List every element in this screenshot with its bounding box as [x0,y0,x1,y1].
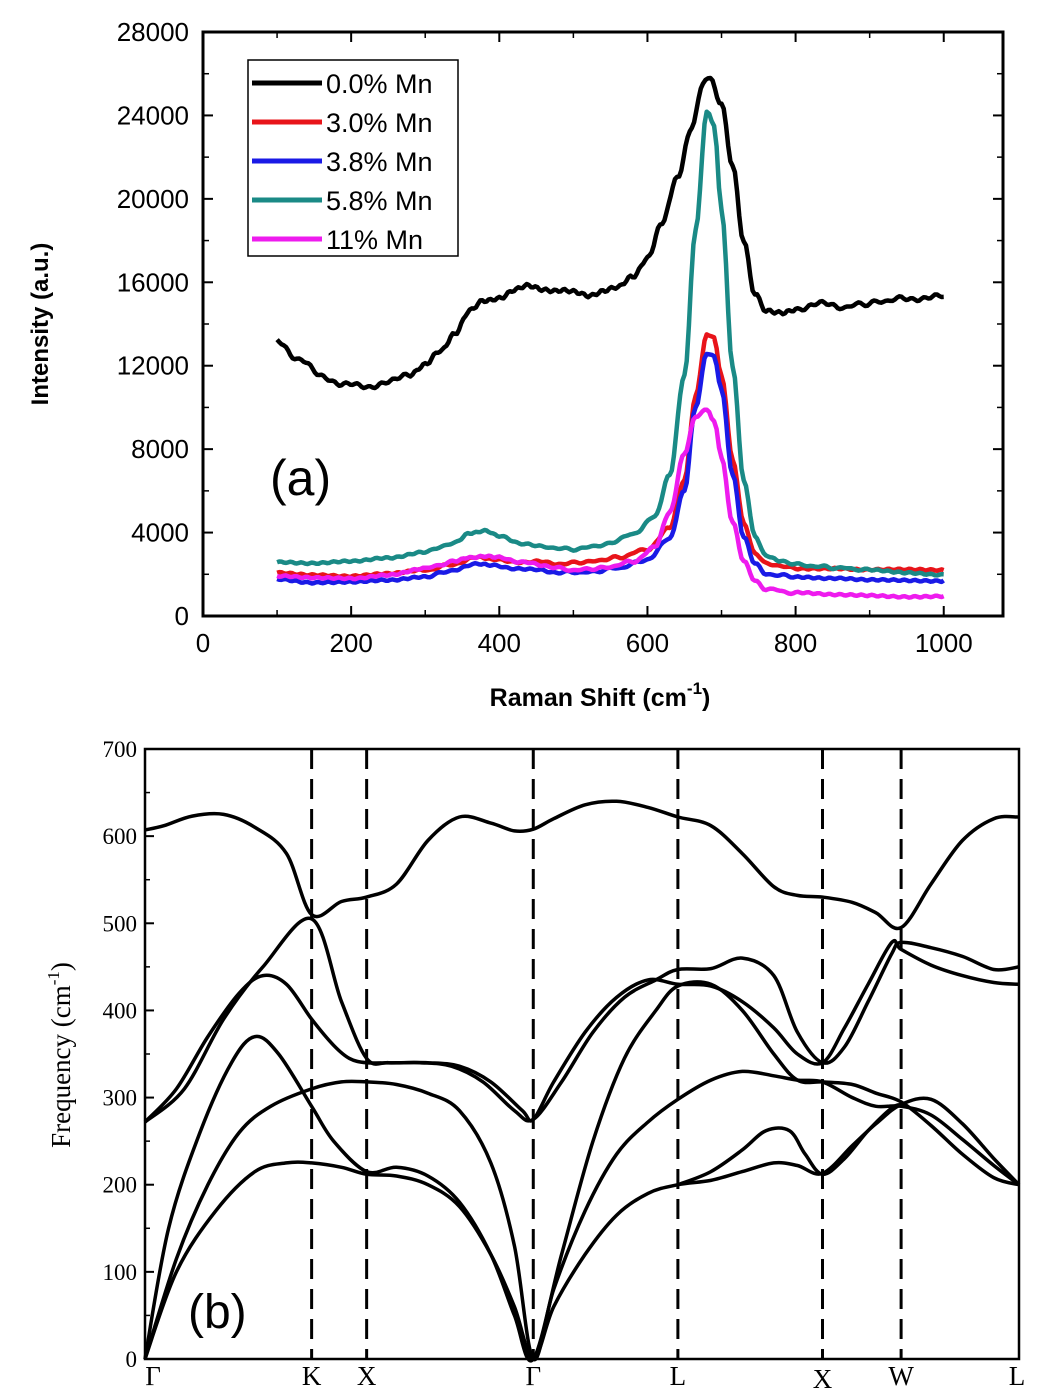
y-tick-label: 28000 [117,17,189,47]
freq-tick-label: 700 [103,737,138,762]
kpoint-label: L [1009,1361,1026,1390]
phonon-branch-5 [143,1069,1021,1362]
kpoint-label: L [670,1361,687,1390]
legend-label: 11% Mn [326,225,423,255]
panel-a-raman-chart: 0 200 400 600 800 1000 0 4000 8000 12000 16000 2000… [27,17,1005,712]
panel-a-label: (a) [270,450,331,506]
x-axis-label: Raman Shift (cm-1) [490,679,711,712]
legend-label: 3.0% Mn [326,108,433,138]
x-axis-label-end: ) [702,684,710,712]
freq-tick-label: 200 [103,1173,138,1198]
frequency-axis-label: Frequency (cm-1) [44,962,76,1148]
kpoint-label: W [888,1361,914,1390]
panel-a-axis-ticks: 0 200 400 600 800 1000 0 4000 8000 12000 16000 2000… [117,17,1003,658]
x-tick-label: 600 [626,628,669,658]
freq-tick-label: 400 [103,998,138,1023]
x-tick-label: 400 [478,628,521,658]
frequency-axis-label-sup: -1 [44,971,63,985]
legend: 0.0% Mn 3.0% Mn 3.8% Mn 5.8% Mn 11% Mn [247,59,459,257]
phonon-branch-3 [143,938,1020,1124]
y-tick-label: 24000 [117,100,189,130]
kpoint-label: Γ [525,1361,541,1390]
panel-b-kpoint-dashed-lines [310,749,903,1359]
y-tick-label: 4000 [131,518,189,548]
y-tick-label: 16000 [117,267,189,297]
freq-tick-label: 600 [103,824,138,849]
y-tick-label: 0 [175,601,189,631]
panel-b-phonon-branches [143,799,1021,1363]
legend-label: 0.0% Mn [326,69,433,99]
series-line-30mn [276,332,945,580]
kpoint-label: X [357,1361,377,1390]
phonon-branch-2 [143,916,1020,1124]
x-tick-label: 800 [774,628,817,658]
panel-b-dispersion-chart: 0 100 200 300 400 500 600 700 Γ K X Γ L X W L (b) Frequ… [44,737,1025,1390]
kpoint-label: Γ [145,1361,161,1390]
x-axis-label-text: Raman Shift (cm [490,684,687,712]
y-tick-label: 12000 [117,351,189,381]
kpoint-label: X [813,1364,833,1390]
legend-label: 5.8% Mn [326,186,433,216]
frequency-axis-label-text: Frequency (cm [46,985,76,1148]
series-line-00mn [275,75,944,391]
phonon-branch-6 [143,1096,1021,1361]
panel-a-series [275,75,945,600]
x-tick-label: 200 [329,628,372,658]
panel-b-axis-ticks: 0 100 200 300 400 500 600 700 Γ K X Γ L X W L [103,737,1026,1390]
freq-tick-label: 0 [126,1347,138,1372]
frequency-axis-label-end: ) [46,962,76,971]
x-axis-label-sup: -1 [687,679,702,698]
freq-tick-label: 100 [103,1260,138,1285]
phonon-branch-4 [143,980,1020,1363]
freq-tick-label: 300 [103,1086,138,1111]
y-axis-label: Intensity (a.u.) [27,243,54,406]
y-tick-label: 8000 [131,434,189,464]
x-tick-label: 1000 [915,628,973,658]
phonon-branch-1 [144,799,1020,931]
legend-label: 3.8% Mn [326,147,433,177]
x-tick-label: 0 [196,628,210,658]
legend-box [247,59,459,257]
y-axis-label-text: Intensity (a.u.) [27,243,54,406]
panel-b-label: (b) [188,1286,247,1339]
phonon-branch-7 [677,1102,902,1187]
series-line-11mn [276,407,945,600]
freq-tick-label: 500 [103,911,138,936]
y-tick-label: 20000 [117,184,189,214]
series-line-58mn [276,109,944,578]
kpoint-label: K [302,1361,322,1390]
